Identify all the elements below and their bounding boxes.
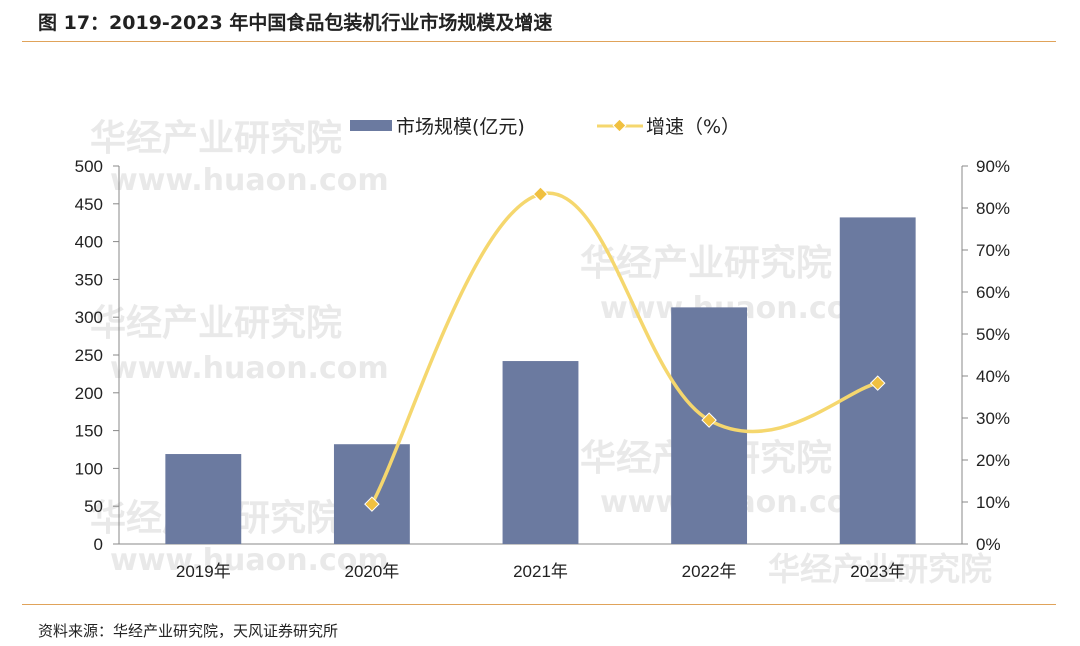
bar	[165, 454, 242, 544]
bar	[333, 444, 410, 544]
left-tick-label: 0	[94, 535, 103, 554]
watermark-text: 华经产业研究院	[768, 550, 992, 588]
x-tick-label: 2021年	[513, 562, 568, 581]
watermark-url: www.huaon.com	[110, 543, 389, 578]
left-tick-label: 500	[75, 157, 103, 176]
left-tick-label: 200	[75, 384, 103, 403]
left-tick-label: 50	[84, 497, 103, 516]
left-tick-label: 250	[75, 346, 103, 365]
right-tick-label: 80%	[976, 199, 1010, 218]
right-tick-label: 90%	[976, 157, 1010, 176]
watermark-text: 华经产业研究院	[90, 303, 342, 344]
left-tick-label: 450	[75, 195, 103, 214]
left-tick-label: 300	[75, 308, 103, 327]
source-note: 资料来源：华经产业研究院，天风证券研究所	[38, 622, 339, 640]
footer-rule	[22, 604, 1056, 605]
growth-marker	[869, 375, 886, 391]
right-axis-ticks: 0% 10% 20% 30% 40% 50% 60% 70% 80% 90%	[962, 157, 1010, 554]
left-tick-label: 100	[75, 459, 103, 478]
right-tick-label: 70%	[976, 241, 1010, 260]
watermark-url: www.huaon.com	[110, 351, 389, 386]
legend-bar-label: 市场规模(亿元)	[396, 116, 525, 138]
title-rule	[22, 41, 1056, 42]
legend-line-marker	[612, 118, 627, 133]
watermark-url: www.huaon.com	[110, 163, 389, 198]
x-tick-label: 2022年	[682, 562, 737, 581]
bar	[502, 361, 579, 544]
watermark-text: 华经产业研究院	[90, 118, 342, 159]
growth-marker	[364, 496, 380, 512]
x-tick-label: 2020年	[344, 562, 399, 581]
right-tick-label: 0%	[976, 535, 1001, 554]
left-tick-label: 150	[75, 422, 103, 441]
left-tick-label: 350	[75, 270, 103, 289]
chart: 华经产业研究院 www.huaon.com 华经产业研究院 www.huaon.…	[75, 116, 1010, 588]
x-axis-labels: 2019年 2020年 2021年 2022年 2023年	[176, 562, 905, 581]
growth-marker	[532, 186, 549, 202]
growth-markers	[364, 186, 886, 512]
legend: 市场规模(亿元) 增速（%）	[350, 116, 740, 138]
right-tick-label: 20%	[976, 451, 1010, 470]
right-tick-label: 40%	[976, 367, 1010, 386]
right-tick-label: 10%	[976, 493, 1010, 512]
legend-line-label: 增速（%）	[646, 116, 740, 138]
right-tick-label: 30%	[976, 409, 1010, 428]
watermark-text: 华经产业研究院	[580, 243, 832, 284]
right-tick-label: 50%	[976, 325, 1010, 344]
left-axis-ticks: 0 50 100 150 200 250 300 350 400 450 500	[75, 157, 119, 554]
right-tick-label: 60%	[976, 283, 1010, 302]
growth-line	[370, 191, 879, 505]
x-tick-label: 2023年	[850, 562, 905, 581]
x-tick-label: 2019年	[176, 562, 231, 581]
legend-bar-swatch	[350, 120, 392, 131]
chart-title: 图 17：2019-2023 年中国食品包装机行业市场规模及增速	[38, 12, 553, 34]
left-tick-label: 400	[75, 233, 103, 252]
growth-marker	[701, 412, 717, 428]
